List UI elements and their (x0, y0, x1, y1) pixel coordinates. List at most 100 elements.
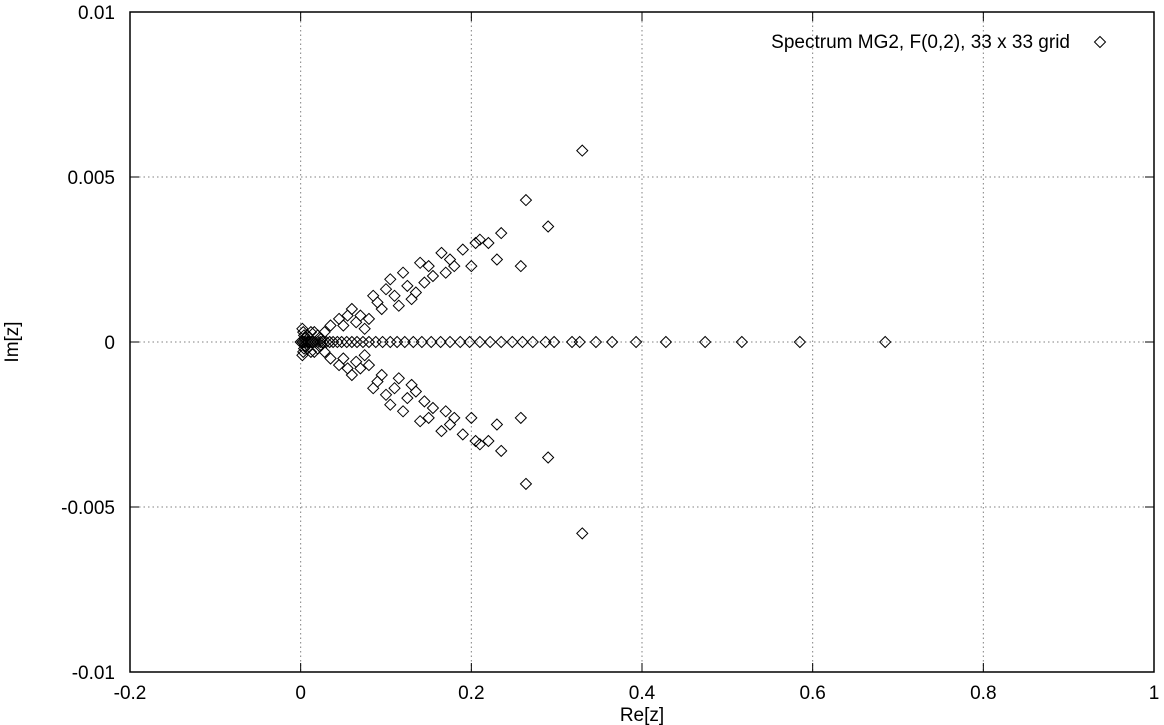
data-point (589, 335, 603, 349)
data-point (490, 418, 504, 431)
data-point (392, 299, 406, 312)
data-point (426, 269, 440, 283)
x-tick-label: 0.2 (458, 683, 484, 704)
data-point (326, 335, 340, 349)
data-point (473, 233, 487, 246)
data-point (296, 322, 309, 336)
data-point (541, 451, 555, 464)
data-point (456, 243, 470, 256)
data-point (350, 335, 364, 349)
data-point (454, 335, 467, 349)
data-point (482, 434, 495, 448)
y-tick-label: -0.01 (72, 663, 115, 684)
data-point (349, 355, 363, 369)
data-point (345, 335, 359, 349)
data-point (448, 259, 461, 273)
data-point (298, 339, 312, 352)
data-point (793, 335, 807, 349)
data-point (541, 220, 555, 233)
legend-marker-diamond-icon (1093, 35, 1107, 49)
data-point (547, 335, 561, 349)
data-point (301, 329, 314, 342)
data-point (371, 375, 384, 388)
data-point (490, 253, 504, 266)
data-point (345, 368, 359, 382)
data-point (519, 477, 533, 491)
data-point (337, 352, 350, 365)
data-point (340, 335, 353, 349)
data-point (443, 253, 457, 266)
data-point (392, 372, 406, 385)
data-point (314, 339, 328, 352)
legend: Spectrum MG2, F(0,2), 33 x 33 grid (771, 32, 1107, 53)
data-point (473, 335, 487, 349)
data-point (324, 352, 337, 365)
data-point (311, 342, 324, 355)
data-point (324, 319, 337, 332)
data-point (398, 335, 411, 349)
data-point (413, 256, 427, 270)
data-point (435, 246, 448, 260)
data-point (331, 335, 344, 349)
data-point (358, 322, 371, 336)
data-point (539, 335, 552, 349)
legend-entry-label: Spectrum MG2, F(0,2), 33 x 33 grid (771, 32, 1070, 53)
y-tick-label: 0.005 (67, 168, 115, 189)
data-point (448, 411, 461, 425)
data-point (308, 345, 321, 359)
data-point (304, 325, 318, 339)
data-point (318, 345, 331, 359)
data-point (396, 266, 410, 279)
data-point (369, 335, 382, 349)
x-tick-label: -0.2 (114, 683, 147, 704)
data-point (434, 335, 447, 349)
data-point (605, 335, 619, 349)
data-point (494, 335, 508, 349)
data-point (354, 362, 367, 375)
data-point (375, 302, 388, 316)
data-point (298, 332, 312, 345)
data-point (366, 289, 380, 303)
data-point (401, 279, 414, 293)
data-point (422, 259, 435, 273)
data-point (422, 411, 435, 425)
data-point (465, 259, 478, 273)
data-point (409, 286, 423, 299)
data-point (482, 236, 495, 250)
data-point (576, 527, 589, 540)
data-point (456, 428, 470, 441)
data-point (318, 325, 331, 339)
data-point (388, 381, 401, 395)
data-point (379, 388, 393, 402)
data-point (401, 391, 414, 405)
data-point (629, 335, 643, 349)
data-point (494, 226, 508, 240)
axis-ticks: -0.2 0 0.2 0.4 0.6 0.8 1 -0.01 -0.005 0 0.005 0.01 (61, 3, 1159, 704)
x-tick-label: 0.8 (970, 683, 996, 704)
data-point (358, 348, 371, 362)
data-point (409, 385, 423, 398)
data-point (473, 438, 487, 451)
data-point (345, 302, 359, 316)
data-point (384, 398, 397, 411)
data-point (384, 335, 397, 349)
x-tick-label: 0.4 (629, 683, 656, 704)
data-point (425, 335, 438, 349)
data-point (494, 444, 508, 458)
data-point (426, 401, 440, 415)
data-point (469, 236, 482, 250)
data-point (418, 276, 431, 289)
data-point (304, 345, 318, 359)
data-point (519, 193, 533, 207)
data-point (483, 335, 497, 349)
y-axis-label: Im[z] (2, 321, 23, 362)
data-point (576, 144, 589, 157)
data-point (698, 335, 712, 349)
data-point (356, 335, 370, 349)
data-point (405, 378, 418, 392)
data-point (379, 282, 393, 296)
data-point (514, 411, 528, 425)
y-tick-label: -0.005 (61, 498, 115, 519)
data-point (465, 411, 478, 425)
